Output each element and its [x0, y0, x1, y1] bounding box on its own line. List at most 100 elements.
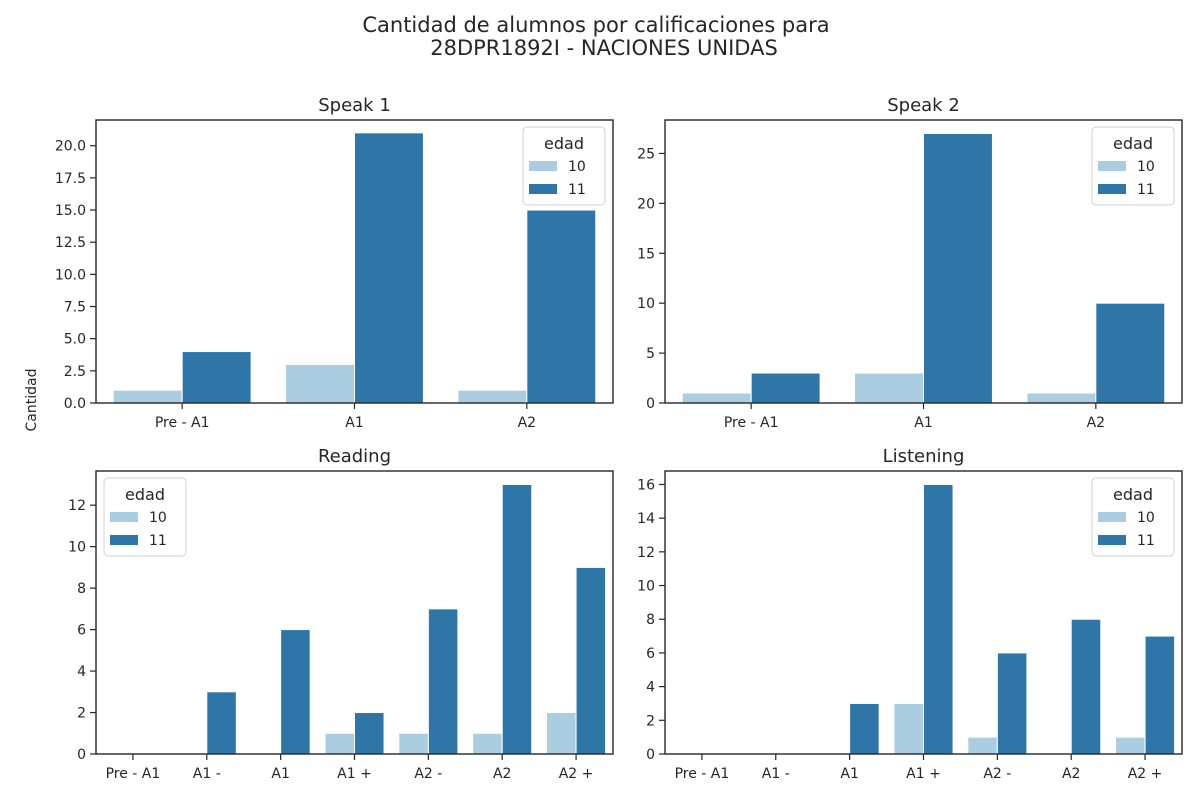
figure-title-line1: Cantidad de alumnos por calificaciones p… [362, 13, 829, 37]
x-tick-label: A2 [1062, 766, 1080, 782]
y-tick-label: 4 [77, 664, 86, 680]
x-tick-label: A1 [345, 415, 363, 431]
y-tick-label: 14 [637, 511, 655, 527]
legend-title: edad [1113, 134, 1153, 153]
bar-10-7 [1115, 736, 1146, 755]
y-tick-label: 10 [68, 540, 86, 556]
legend-label-10: 10 [1137, 510, 1155, 526]
y-tick-label: 0 [646, 747, 655, 763]
bar-11-7 [1144, 635, 1176, 755]
bar-10-2 [854, 372, 925, 404]
bar-11-4 [923, 483, 954, 755]
legend-swatch-11 [1098, 535, 1126, 545]
y-tick-label: 5 [646, 346, 655, 362]
bar-11-2 [923, 132, 993, 404]
y-tick-label: 16 [637, 477, 655, 493]
shared-y-axis-label: Cantidad [24, 369, 40, 432]
y-tick-label: 8 [646, 612, 655, 628]
x-tick-label: A2 + [1128, 766, 1163, 782]
y-tick-label: 15.0 [55, 203, 86, 219]
y-tick-label: 0.0 [64, 396, 86, 412]
bar-10-4 [324, 732, 355, 755]
x-tick-label: A2 [493, 766, 511, 782]
x-tick-label: Pre - A1 [106, 766, 161, 782]
panel-title: Reading [318, 446, 391, 467]
x-tick-label: A1 [840, 766, 858, 782]
y-tick-label: 7.5 [64, 300, 86, 316]
legend-title: edad [544, 134, 584, 153]
chart-panel-2: 0 5 10 15 20 25 Pre - A1 A1 A2 Speak 2 edad 10 11 [637, 95, 1183, 431]
y-tick-label: 8 [77, 581, 86, 597]
legend-swatch-11 [110, 535, 138, 545]
x-tick-label: Pre - A1 [155, 415, 210, 431]
x-tick-label: A1 - [762, 766, 790, 782]
bar-11-5 [996, 652, 1028, 755]
y-tick-label: 17.5 [55, 171, 86, 187]
y-tick-label: 0 [77, 747, 86, 763]
bar-11-5 [427, 608, 459, 755]
y-tick-label: 0 [646, 396, 655, 412]
bar-11-4 [354, 712, 385, 755]
x-tick-label: A2 - [983, 766, 1011, 782]
bar-11-3 [280, 629, 311, 755]
legend-label-11: 11 [1137, 533, 1155, 549]
legend: edad 10 11 [522, 126, 606, 206]
x-tick-label: A2 [518, 415, 536, 431]
legend-title: edad [125, 485, 165, 504]
y-tick-label: 6 [646, 646, 655, 662]
bar-11-6 [1070, 618, 1102, 755]
chart-panel-1: 0.0 2.5 5.0 7.5 10.0 12.5 15.0 17.5 20.0 Pre - A1… [55, 95, 614, 431]
bar-11-3 [849, 702, 880, 755]
bar-11-2 [206, 691, 237, 755]
legend-label-10: 10 [149, 510, 167, 526]
y-tick-label: 6 [77, 623, 86, 639]
bar-10-4 [893, 702, 925, 755]
x-tick-label: A1 [271, 766, 289, 782]
legend: edad 10 11 [1091, 126, 1175, 206]
legend-label-10: 10 [1137, 159, 1155, 175]
legend-swatch-10 [1098, 161, 1126, 171]
bar-10-6 [472, 732, 503, 755]
x-tick-label: A1 - [193, 766, 221, 782]
bar-10-2 [285, 363, 356, 404]
bar-10-1 [112, 389, 183, 404]
y-tick-label: 20.0 [55, 139, 86, 155]
bar-11-1 [181, 351, 252, 404]
bar-11-3 [1095, 302, 1166, 404]
y-tick-label: 12 [637, 545, 655, 561]
bar-11-2 [354, 132, 424, 404]
legend: edad 10 11 [1091, 477, 1175, 557]
y-tick-label: 10 [637, 579, 655, 595]
y-tick-label: 10 [637, 296, 655, 312]
bar-10-3 [457, 389, 528, 404]
chart-panel-3: 0 2 4 6 8 10 12 Pre - A1 A1 - A1 A1 + A2 - A2 A2 + Rea… [68, 446, 614, 782]
bar-11-7 [575, 566, 607, 755]
legend-label-11: 11 [568, 182, 586, 198]
bar-10-5 [967, 736, 998, 755]
legend-label-11: 11 [1137, 182, 1155, 198]
figure-title-line2: 28DPR1892I - NACIONES UNIDAS [430, 36, 778, 60]
panel-title: Speak 2 [887, 95, 960, 116]
bar-11-1 [750, 372, 821, 404]
y-tick-label: 10.0 [55, 267, 86, 283]
x-tick-label: A2 - [414, 766, 442, 782]
y-tick-label: 4 [646, 680, 655, 696]
x-tick-label: A1 + [906, 766, 941, 782]
x-tick-label: Pre - A1 [675, 766, 730, 782]
bar-10-1 [681, 392, 752, 404]
x-tick-label: A1 + [337, 766, 372, 782]
x-tick-label: A2 + [559, 766, 594, 782]
legend-title: edad [1113, 485, 1153, 504]
bar-11-3 [526, 209, 597, 404]
legend-label-11: 11 [149, 533, 167, 549]
legend: edad 10 11 [103, 477, 187, 557]
bar-10-5 [398, 732, 429, 755]
chart-panel-4: 0 2 4 6 8 10 12 14 16 Pre - A1 A1 - A1 A1 + A2 - A2 A2 … [637, 446, 1183, 782]
legend-label-10: 10 [568, 159, 586, 175]
y-tick-label: 20 [637, 196, 655, 212]
bar-10-3 [1026, 392, 1097, 404]
legend-swatch-10 [110, 512, 138, 522]
legend-swatch-11 [529, 184, 557, 194]
